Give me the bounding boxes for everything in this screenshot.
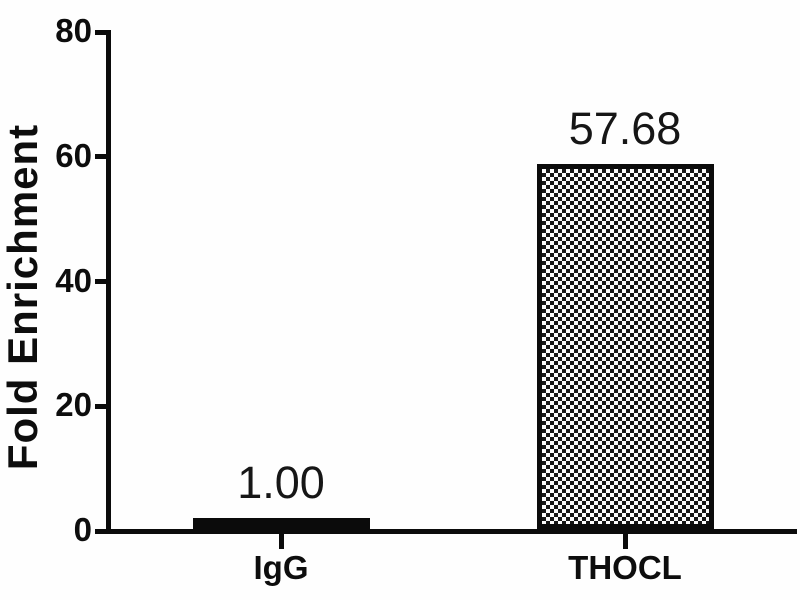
y-tick-label-60: 60	[55, 136, 92, 174]
y-tick-mark-80	[95, 29, 109, 35]
y-tick-label-0: 0	[73, 511, 92, 549]
bar-igg	[192, 518, 370, 529]
y-tick-mark-0	[95, 528, 109, 534]
x-category-label-igg: IgG	[253, 549, 309, 586]
y-tick-mark-40	[95, 279, 109, 284]
bar-thocl	[536, 164, 714, 529]
x-tick-mark-thocl	[622, 534, 628, 549]
y-tick-mark-60	[95, 154, 109, 160]
x-category-label-thocl: THOCL	[568, 549, 682, 586]
y-tick-label-80: 80	[55, 12, 92, 50]
y-tick-mark-20	[95, 403, 109, 409]
y-tick-label-20: 20	[55, 386, 92, 424]
bar-value-label-thocl: 57.68	[568, 103, 682, 154]
x-tick-mark-igg	[278, 534, 284, 549]
y-tick-label-40: 40	[55, 261, 92, 299]
x-axis-line	[95, 529, 797, 534]
bar-value-label-igg: 1.00	[237, 457, 325, 508]
